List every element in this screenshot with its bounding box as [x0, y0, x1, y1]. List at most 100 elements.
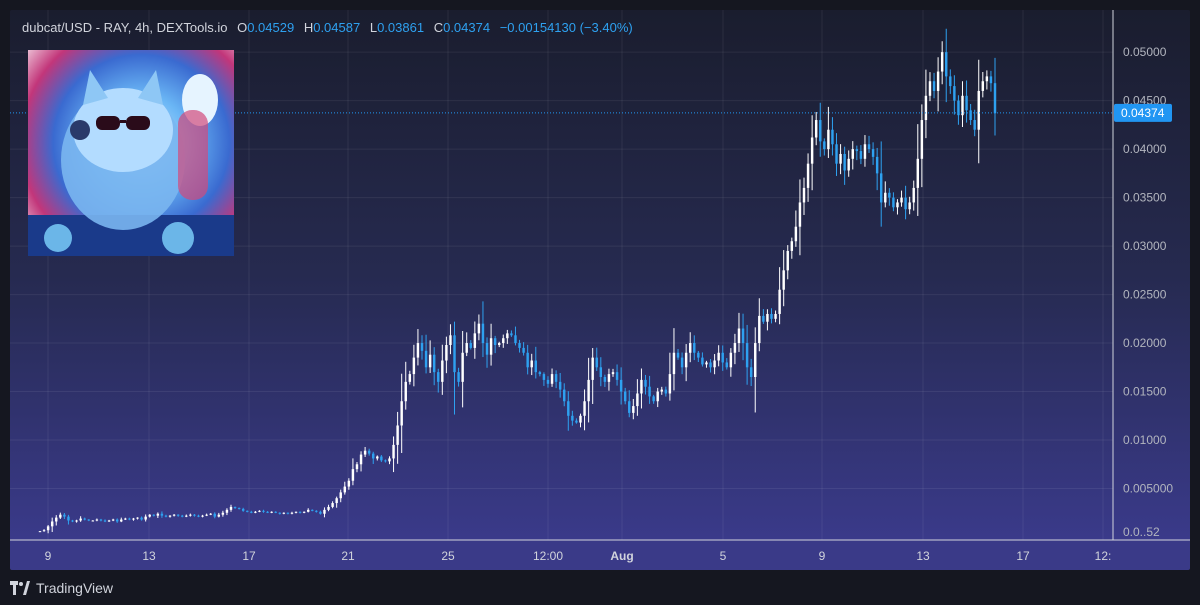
candle-body	[754, 343, 757, 377]
candle-body	[71, 520, 74, 522]
candle-body	[493, 338, 497, 345]
candle-body	[164, 515, 168, 517]
deck-knob-left	[44, 224, 72, 252]
candle-body	[875, 156, 879, 174]
candle-body	[404, 381, 407, 402]
candle-body	[871, 149, 875, 157]
candle-body	[892, 197, 895, 208]
candle-body	[656, 391, 659, 402]
candle-body	[323, 509, 326, 514]
candle-body	[156, 513, 160, 516]
candle-body	[693, 343, 696, 353]
candle-body	[725, 362, 729, 368]
candle-body	[315, 510, 318, 512]
cat-dj-icon	[28, 70, 234, 256]
y-tick-label: 0.01500	[1123, 385, 1167, 399]
candle-body	[697, 352, 700, 358]
candle-body	[644, 379, 647, 387]
candle-body	[778, 289, 781, 314]
candle-body	[197, 515, 200, 517]
candle-body	[717, 352, 720, 361]
candle-body	[774, 313, 777, 319]
candle-body	[246, 510, 249, 512]
candle-body	[461, 352, 464, 382]
candle-body	[798, 202, 802, 227]
candle-body	[416, 343, 420, 358]
candle-body	[233, 506, 237, 508]
candle-body	[973, 120, 976, 130]
candle-body	[75, 520, 78, 522]
chart-legend: dubcat/USD - RAY, 4h, DEXTools.io O0.045…	[22, 20, 633, 35]
price-axis-background	[1113, 10, 1190, 540]
candle-body	[790, 241, 794, 251]
candle-body	[794, 226, 798, 242]
candle-body	[579, 415, 582, 423]
candle-body	[363, 450, 367, 455]
candle-body	[181, 515, 184, 517]
candle-body	[294, 511, 298, 513]
y-tick-label: 0.005000	[1123, 482, 1173, 496]
candle-body	[843, 153, 846, 171]
deck-knob-right	[162, 222, 194, 254]
x-tick-label: 9	[819, 549, 826, 563]
candle-body	[457, 372, 460, 382]
candle-body	[424, 350, 428, 368]
y-tick-label: 0.04000	[1123, 142, 1167, 156]
candle-body	[810, 137, 814, 164]
candle-body	[684, 352, 688, 368]
candle-body	[636, 393, 639, 407]
candle-body	[867, 144, 871, 150]
candle-body	[859, 151, 863, 159]
candle-body	[819, 120, 822, 142]
candle-body	[262, 510, 265, 512]
candle-body	[205, 514, 208, 516]
tradingview-logo-icon[interactable]	[10, 581, 30, 595]
candle-body	[583, 401, 586, 416]
candle-body	[380, 456, 383, 461]
candle-body	[270, 511, 273, 513]
candle-body	[664, 389, 668, 394]
candle-body	[920, 120, 924, 159]
candle-body	[209, 513, 212, 515]
footer: TradingView	[10, 578, 113, 598]
candle-body	[437, 372, 440, 382]
headphone-icon	[70, 120, 90, 140]
candle-body	[945, 52, 948, 77]
x-tick-label: 17	[1016, 549, 1030, 563]
y-tick-label: 0.05000	[1123, 45, 1167, 59]
candle-body	[237, 507, 241, 509]
candle-body	[567, 401, 570, 416]
x-tick-label: 13	[142, 549, 156, 563]
candle-body	[526, 352, 529, 368]
candle-body	[83, 518, 86, 520]
candle-body	[615, 372, 619, 380]
chart-area[interactable]: 0.05000 0.04500 0.04000 0.03500 0.03000 0.025…	[10, 10, 1190, 570]
candle-body	[132, 518, 135, 520]
candle-body	[412, 357, 416, 375]
candle-body	[477, 323, 481, 334]
candle-body	[680, 357, 684, 368]
candle-body	[213, 513, 216, 517]
candle-body	[172, 514, 176, 516]
candle-body	[290, 512, 294, 514]
candle-body	[355, 464, 359, 470]
candle-body	[591, 357, 594, 380]
candle-body	[884, 192, 887, 203]
legend-open-value: 0.04529	[247, 20, 295, 35]
candle-body	[546, 379, 550, 384]
candle-body	[367, 450, 371, 454]
footer-brand[interactable]: TradingView	[36, 580, 114, 596]
x-tick-label: 12:	[1095, 549, 1112, 563]
candle-body	[713, 360, 716, 368]
candle-body	[59, 514, 62, 518]
candle-body	[225, 509, 229, 513]
candle-body	[221, 512, 225, 515]
candle-body	[67, 516, 70, 521]
candle-body	[502, 338, 505, 344]
candle-body	[50, 521, 54, 527]
candle-body	[640, 379, 643, 394]
candle-body	[384, 460, 387, 462]
candle-body	[445, 345, 448, 361]
candle-body	[599, 367, 603, 377]
cat-ear-right	[138, 70, 163, 105]
